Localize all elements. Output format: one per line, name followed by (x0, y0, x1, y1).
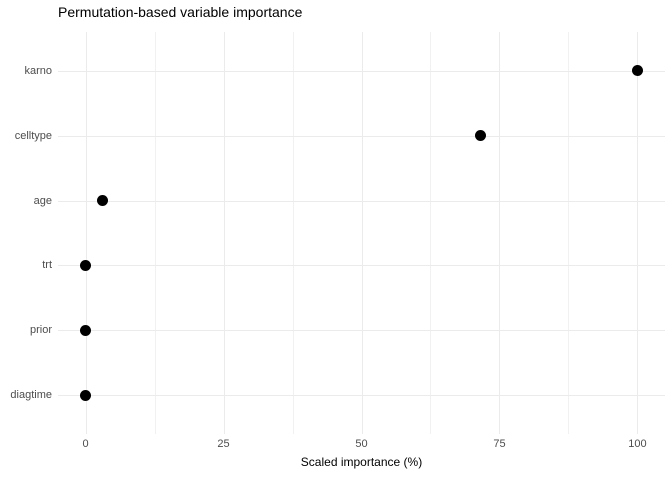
data-point-celltype (475, 130, 487, 142)
x-axis-tick-label-0: 0 (82, 438, 89, 450)
y-axis-label-karno: karno (24, 64, 52, 77)
gridline-minor-vertical (292, 32, 294, 434)
data-point-age (96, 195, 108, 207)
y-axis-label-trt: trt (42, 259, 52, 272)
gridline-major-vertical (85, 32, 87, 434)
x-axis-tick-label-100: 100 (628, 438, 647, 450)
data-point-prior (80, 324, 92, 336)
y-axis-label-diagtime: diagtime (10, 389, 52, 402)
y-axis-label-age: age (33, 194, 52, 207)
x-axis-tick-label-75: 75 (493, 438, 506, 450)
y-axis-label-prior: prior (29, 324, 52, 337)
gridline-major-vertical (637, 32, 639, 434)
gridline-major-horizontal (58, 70, 665, 72)
gridline-major-vertical (361, 32, 363, 434)
x-axis-tick-label-50: 50 (355, 438, 368, 450)
data-point-trt (80, 259, 92, 271)
gridline-major-horizontal (58, 200, 665, 202)
data-point-diagtime (80, 389, 92, 401)
gridline-minor-vertical (568, 32, 570, 434)
gridline-major-vertical (499, 32, 501, 434)
chart-title: Permutation-based variable importance (58, 4, 303, 20)
x-axis-title: Scaled importance (%) (300, 455, 423, 469)
x-axis-tick-label-25: 25 (217, 438, 230, 450)
gridline-major-horizontal (58, 135, 665, 137)
y-axis-label-celltype: celltype (14, 129, 52, 142)
gridline-minor-vertical (430, 32, 432, 434)
gridline-major-horizontal (58, 330, 665, 332)
plot-panel (58, 32, 665, 434)
gridline-major-vertical (223, 32, 225, 434)
data-point-karno (631, 65, 643, 77)
gridline-minor-vertical (154, 32, 156, 434)
gridline-major-horizontal (58, 265, 665, 267)
gridline-major-horizontal (58, 395, 665, 397)
